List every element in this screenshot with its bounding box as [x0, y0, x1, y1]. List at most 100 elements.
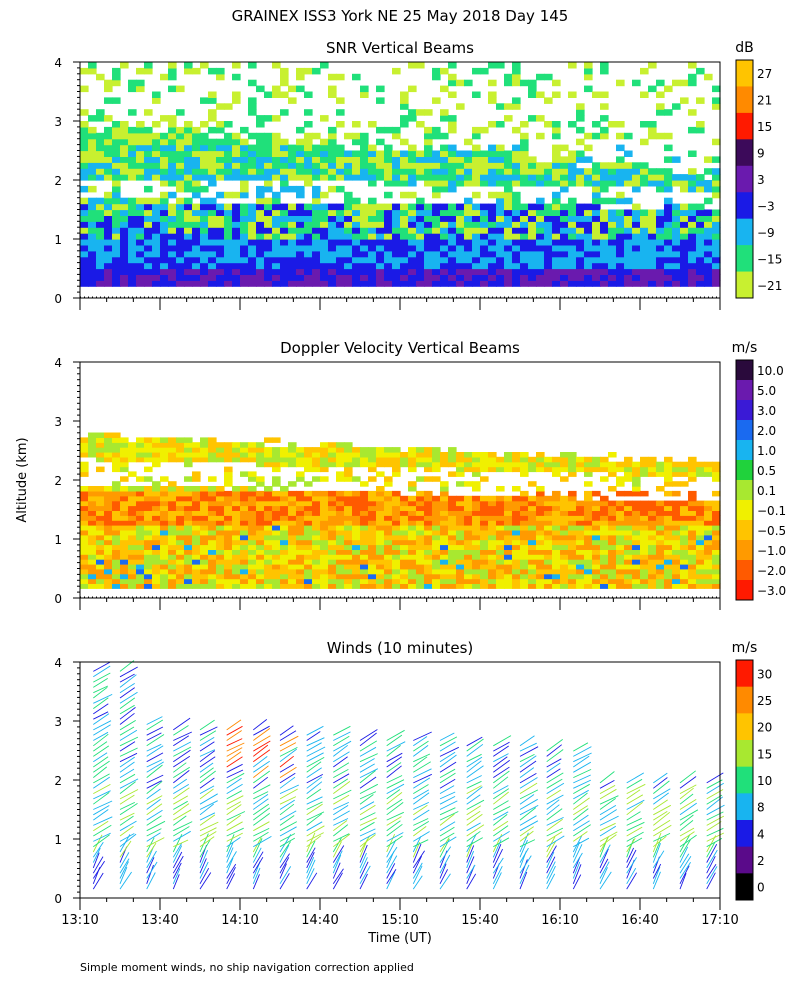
colorbar-unit: m/s	[732, 340, 758, 356]
colorbar-label: 0.5	[757, 464, 776, 478]
heatmap-cell	[520, 209, 529, 216]
heatmap-cell	[240, 221, 249, 228]
heatmap-cell	[296, 568, 305, 575]
heatmap-cell	[536, 539, 545, 546]
heatmap-cell	[464, 180, 473, 187]
wind-barb	[706, 821, 722, 832]
heatmap-cell	[184, 578, 193, 584]
heatmap-cell	[384, 174, 393, 181]
heatmap-cell	[160, 138, 169, 146]
heatmap-cell	[680, 529, 689, 536]
heatmap-cell	[144, 442, 153, 448]
wind-barb	[199, 719, 215, 731]
heatmap-cell	[272, 544, 281, 550]
heatmap-cell	[184, 442, 193, 448]
heatmap-cell	[120, 456, 129, 463]
heatmap-cell	[152, 437, 161, 443]
heatmap-cell	[216, 500, 225, 507]
heatmap-cell	[376, 268, 385, 275]
heatmap-cell	[296, 150, 305, 157]
heatmap-cell	[408, 452, 417, 458]
heatmap-cell	[520, 529, 529, 536]
heatmap-cell	[304, 578, 313, 584]
wind-barb	[359, 821, 375, 832]
heatmap-cell	[704, 578, 713, 584]
heatmap-cell	[304, 481, 313, 487]
heatmap-cell	[240, 138, 249, 146]
heatmap-cell	[488, 221, 497, 228]
heatmap-cell	[360, 221, 369, 228]
heatmap-cell	[576, 559, 585, 565]
heatmap-cell	[536, 505, 545, 511]
wind-barb	[93, 790, 111, 800]
heatmap-cell	[184, 121, 193, 128]
heatmap-cell	[688, 568, 697, 575]
heatmap-cell	[616, 144, 625, 152]
heatmap-cell	[392, 500, 401, 507]
heatmap-cell	[184, 62, 193, 69]
heatmap-cell	[256, 529, 265, 536]
heatmap-cell	[96, 244, 105, 252]
heatmap-cell	[672, 471, 681, 477]
heatmap-cell	[424, 563, 433, 570]
heatmap-cell	[416, 456, 425, 463]
heatmap-cell	[408, 109, 417, 116]
heatmap-cell	[304, 250, 313, 258]
heatmap-cell	[136, 486, 145, 492]
heatmap-cell	[208, 168, 217, 175]
heatmap-cell	[520, 150, 529, 157]
heatmap-cell	[616, 250, 625, 258]
heatmap-cell	[640, 239, 649, 246]
heatmap-cell	[296, 174, 305, 181]
heatmap-cell	[112, 461, 121, 468]
heatmap-cell	[288, 490, 297, 497]
heatmap-cell	[208, 162, 217, 169]
heatmap-cell	[568, 544, 577, 550]
heatmap-cell	[96, 227, 105, 234]
heatmap-cell	[408, 529, 417, 536]
heatmap-cell	[360, 227, 369, 234]
heatmap-cell	[592, 162, 601, 169]
heatmap-cell	[520, 583, 529, 589]
heatmap-cell	[552, 505, 561, 511]
wind-barb	[306, 757, 325, 768]
heatmap-cell	[696, 203, 705, 211]
heatmap-cell	[416, 539, 425, 546]
wind-barb	[279, 748, 297, 763]
heatmap-cell	[256, 150, 265, 157]
heatmap-cell	[624, 274, 633, 281]
wind-barb	[119, 707, 136, 720]
wind-barb	[439, 811, 459, 821]
heatmap-cell	[600, 525, 609, 531]
heatmap-cell	[192, 209, 201, 216]
heatmap-cell	[304, 505, 313, 511]
heatmap-cell	[688, 583, 697, 589]
heatmap-cell	[112, 274, 121, 281]
heatmap-cell	[160, 274, 169, 281]
heatmap-cell	[344, 274, 353, 281]
heatmap-cell	[192, 215, 201, 222]
heatmap-cell	[616, 215, 625, 222]
heatmap-cell	[280, 209, 289, 216]
heatmap-cell	[712, 563, 721, 570]
heatmap-cell	[184, 529, 193, 536]
heatmap-cell	[184, 520, 193, 526]
heatmap-cell	[648, 554, 657, 560]
heatmap-cell	[240, 500, 249, 507]
heatmap-cell	[296, 227, 305, 234]
heatmap-cell	[632, 559, 641, 565]
heatmap-cell	[200, 549, 209, 555]
heatmap-cell	[504, 525, 513, 531]
heatmap-cell	[568, 256, 577, 264]
heatmap-cell	[384, 144, 393, 152]
heatmap-cell	[96, 150, 105, 157]
heatmap-cell	[416, 221, 425, 228]
heatmap-cell	[240, 442, 249, 448]
heatmap-cell	[440, 180, 449, 187]
heatmap-cell	[144, 578, 153, 584]
heatmap-cell	[624, 244, 633, 252]
heatmap-cell	[200, 197, 209, 205]
heatmap-cell	[512, 268, 521, 275]
heatmap-cell	[712, 156, 721, 163]
heatmap-cell	[648, 221, 657, 228]
